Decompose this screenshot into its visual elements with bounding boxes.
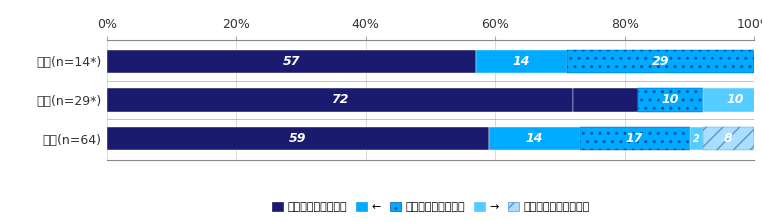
Bar bbox=[690, 127, 703, 150]
Bar bbox=[475, 50, 567, 73]
Text: 8: 8 bbox=[724, 132, 733, 145]
Bar bbox=[107, 88, 573, 111]
Text: 57: 57 bbox=[283, 55, 300, 68]
Bar bbox=[638, 88, 703, 111]
Text: 10: 10 bbox=[726, 93, 744, 106]
Text: 14: 14 bbox=[526, 132, 543, 145]
Legend: 事件が関係している, ←, どちらともいえない, →, 事件と全く関係がない: 事件が関係している, ←, どちらともいえない, →, 事件と全く関係がない bbox=[267, 197, 594, 217]
Text: 72: 72 bbox=[331, 93, 348, 106]
Bar bbox=[107, 127, 489, 150]
Bar bbox=[567, 50, 754, 73]
Bar bbox=[489, 127, 579, 150]
Bar bbox=[579, 127, 690, 150]
Bar bbox=[573, 88, 638, 111]
Text: 59: 59 bbox=[289, 132, 306, 145]
Bar bbox=[703, 127, 754, 150]
Bar bbox=[703, 88, 762, 111]
Text: 2: 2 bbox=[693, 134, 700, 144]
Text: 29: 29 bbox=[652, 55, 669, 68]
Text: 10: 10 bbox=[661, 93, 679, 106]
Text: 17: 17 bbox=[626, 132, 643, 145]
Text: 14: 14 bbox=[513, 55, 530, 68]
Bar bbox=[107, 50, 475, 73]
